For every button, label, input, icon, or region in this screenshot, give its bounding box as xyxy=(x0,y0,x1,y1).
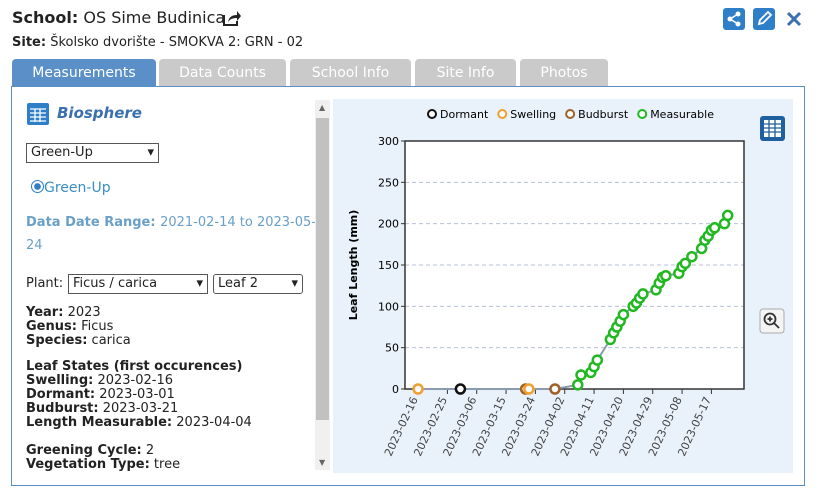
radio-option[interactable]: Green-Up xyxy=(31,180,111,196)
y-tick-label: 250 xyxy=(378,176,399,189)
data-point xyxy=(617,308,630,321)
site-line: Site: Školsko dvorište - SMOKVA 2: GRN -… xyxy=(12,35,303,50)
label: Length Measurable: xyxy=(26,415,173,430)
value: 2023-02-16 xyxy=(97,373,174,388)
data-point xyxy=(660,269,672,282)
info-line: Year: 2023 xyxy=(26,305,101,320)
y-tick-label: 200 xyxy=(378,218,399,231)
tab[interactable]: Site Info xyxy=(415,59,516,86)
legend-label: Budburst xyxy=(578,108,629,121)
chart: 0501001502002503002023-02-162023-02-2520… xyxy=(333,99,793,473)
select-text: Green-Up xyxy=(31,145,93,160)
tab[interactable]: Photos xyxy=(520,59,608,86)
plant-text: Ficus / carica xyxy=(73,276,158,291)
cycle-line: Greening Cycle: 2 xyxy=(26,443,154,458)
scrollbar[interactable]: ▲ ▼ xyxy=(315,100,330,470)
school-line: School: OS Sime Budinica xyxy=(12,8,225,27)
value: 2023 xyxy=(67,305,101,320)
close-button[interactable] xyxy=(786,11,802,27)
zoom-button[interactable] xyxy=(759,308,785,334)
y-tick-label: 100 xyxy=(378,300,399,313)
data-point xyxy=(523,383,535,395)
data-point xyxy=(575,369,587,381)
plant-label: Plant: xyxy=(26,276,64,291)
label: Genus: xyxy=(26,319,77,334)
tab-panel xyxy=(11,86,805,486)
data-point xyxy=(679,257,692,270)
external-link-icon[interactable] xyxy=(222,9,242,27)
table-icon xyxy=(27,103,49,125)
school-name: OS Sime Budinica xyxy=(83,8,226,27)
data-point xyxy=(549,383,561,395)
legend-marker xyxy=(497,109,508,119)
data-point xyxy=(591,354,604,366)
cycle-line: Vegetation Type: tree xyxy=(26,457,180,472)
label: Leaf States (first occurences) xyxy=(26,359,243,374)
label: Budburst: xyxy=(26,401,99,416)
date-range: Data Date Range: 2021-02-14 to 2023-05-2… xyxy=(26,211,318,257)
radio-label: Green-Up xyxy=(44,180,111,196)
legend-marker xyxy=(637,109,648,119)
tab[interactable]: Measurements xyxy=(12,59,156,86)
table-view-icon[interactable] xyxy=(760,116,785,141)
panel-title: Biosphere xyxy=(57,104,142,122)
leaf-states-title: Leaf States (first occurences) xyxy=(26,359,242,374)
protocol-select[interactable]: Green-Up xyxy=(26,143,159,163)
y-tick-label: 300 xyxy=(378,135,399,148)
value: tree xyxy=(153,457,181,472)
leaf-state-line: Swelling: 2023-02-16 xyxy=(26,373,173,388)
date-range-label: Data Date Range: xyxy=(26,215,156,230)
value: 2023-04-04 xyxy=(176,415,252,430)
leaf-text: Leaf 2 xyxy=(218,276,258,291)
label: Dormant: xyxy=(26,387,96,402)
info-line: Genus: Ficus xyxy=(26,319,113,334)
leaf-state-line: Length Measurable: 2023-04-04 xyxy=(26,415,252,430)
label: Year: xyxy=(26,305,64,320)
y-axis-label: Leaf Length (mm) xyxy=(347,210,360,321)
y-tick-label: 150 xyxy=(378,259,399,272)
tab[interactable]: School Info xyxy=(290,59,411,86)
value: 2 xyxy=(145,443,155,458)
data-point xyxy=(686,250,698,263)
label: Greening Cycle: xyxy=(26,443,142,458)
data-point xyxy=(708,222,721,234)
data-point xyxy=(454,383,467,395)
legend-label: Measurable xyxy=(650,108,714,121)
info-line: Species: carica xyxy=(26,333,131,348)
y-tick-label: 0 xyxy=(392,383,399,396)
leaf-select[interactable]: Leaf 2 xyxy=(213,274,303,294)
plant-select[interactable]: Ficus / carica xyxy=(68,274,208,294)
value: carica xyxy=(91,333,131,348)
site-label: Site: xyxy=(12,35,47,50)
legend-marker xyxy=(565,109,576,119)
data-point xyxy=(721,209,734,222)
tab[interactable]: Data Counts xyxy=(159,59,286,86)
data-point xyxy=(412,383,424,395)
value: 2023-03-01 xyxy=(99,387,175,402)
legend-marker xyxy=(427,109,437,119)
legend-label: Swelling xyxy=(510,108,556,121)
date-range-value: 2021-02-14 to 2023-05-24 xyxy=(26,215,316,253)
school-label: School: xyxy=(12,8,79,27)
label: Swelling: xyxy=(26,373,94,388)
value: 2023-03-21 xyxy=(102,401,179,416)
site-name: Školsko dvorište - SMOKVA 2: GRN - 02 xyxy=(50,35,304,50)
data-point xyxy=(572,379,584,391)
leaf-state-line: Budburst: 2023-03-21 xyxy=(26,401,178,416)
share-button[interactable] xyxy=(723,8,745,30)
legend-label: Dormant xyxy=(440,108,489,121)
y-tick-label: 50 xyxy=(385,342,399,355)
leaf-state-line: Dormant: 2023-03-01 xyxy=(26,387,175,402)
value: Ficus xyxy=(81,319,114,334)
edit-button[interactable] xyxy=(753,8,775,30)
label: Species: xyxy=(26,333,88,348)
data-point xyxy=(637,288,649,300)
label: Vegetation Type: xyxy=(26,457,150,472)
